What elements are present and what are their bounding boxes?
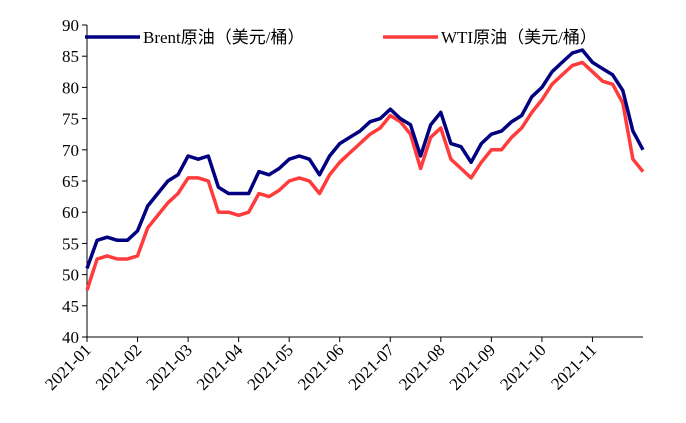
y-tick-label: 70 — [62, 141, 79, 160]
line-series — [85, 48, 645, 269]
x-tick-label: 2021-01 — [41, 340, 95, 394]
y-tick-label: 40 — [62, 328, 79, 347]
x-tick-label: 2021-04 — [193, 340, 247, 394]
x-tick-label: 2021-06 — [294, 340, 348, 394]
x-tick-label: 2021-03 — [142, 340, 196, 394]
y-tick-label: 80 — [62, 78, 79, 97]
y-tick-label: 45 — [62, 297, 79, 316]
x-tick-label: 2021-05 — [244, 340, 298, 394]
y-tick-label: 75 — [62, 110, 79, 129]
x-tick-label: 2021-07 — [345, 340, 399, 394]
legend-label: Brent原油（美元/桶） — [143, 28, 305, 47]
y-tick-label: 85 — [62, 47, 79, 66]
x-tick-label: 2021-02 — [92, 340, 146, 394]
x-tick-label: 2021-10 — [496, 340, 550, 394]
x-tick-label: 2021-08 — [395, 340, 449, 394]
legend-label: WTI原油（美元/桶） — [441, 28, 597, 47]
y-tick-label: 65 — [62, 172, 79, 191]
y-tick-label: 50 — [62, 266, 79, 285]
x-tick-label: 2021-11 — [547, 340, 600, 393]
x-tick-label: 2021-09 — [446, 340, 500, 394]
y-tick-label: 90 — [62, 16, 79, 35]
line-series — [85, 60, 645, 291]
y-tick-label: 60 — [62, 203, 79, 222]
y-tick-label: 55 — [62, 234, 79, 253]
